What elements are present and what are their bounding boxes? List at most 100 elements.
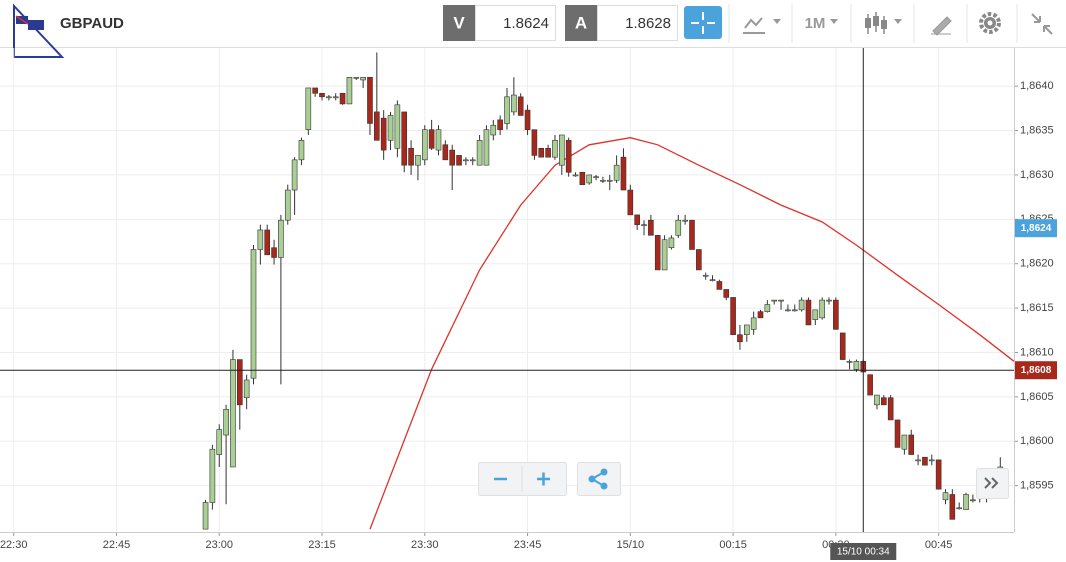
candle bbox=[894, 419, 901, 448]
share-button[interactable] bbox=[588, 468, 608, 490]
candle-body bbox=[374, 111, 380, 141]
candle-body bbox=[613, 164, 620, 181]
timeframe[interactable]: 1M bbox=[805, 15, 826, 32]
candle bbox=[798, 297, 805, 312]
candle bbox=[463, 157, 469, 166]
candle-body bbox=[648, 219, 654, 236]
candle-body bbox=[250, 249, 257, 379]
candle bbox=[785, 304, 791, 312]
candle bbox=[360, 76, 366, 88]
ask-price: 1.8628 bbox=[625, 15, 671, 32]
candle bbox=[524, 104, 531, 135]
candle-body bbox=[764, 304, 771, 312]
candle-body bbox=[209, 448, 216, 503]
candle-body bbox=[483, 129, 490, 166]
chart-type-button[interactable] bbox=[743, 17, 781, 34]
candle-body bbox=[264, 229, 271, 256]
bid-box[interactable] bbox=[475, 5, 556, 41]
candle-body bbox=[970, 499, 976, 502]
candle bbox=[716, 279, 723, 290]
candle-body bbox=[887, 397, 894, 421]
zoom-in[interactable] bbox=[537, 472, 550, 486]
candle bbox=[517, 93, 524, 116]
candle bbox=[812, 309, 819, 325]
candle bbox=[696, 249, 702, 271]
candle-style-button[interactable] bbox=[865, 12, 902, 34]
candle-body bbox=[380, 117, 387, 151]
candle-body bbox=[798, 299, 805, 311]
collapse-button[interactable] bbox=[1031, 13, 1053, 35]
candle-body bbox=[476, 140, 483, 166]
candle bbox=[634, 214, 640, 230]
y-tick-label: 1,8630 bbox=[1020, 169, 1054, 181]
candle bbox=[374, 52, 380, 141]
y-tick-label: 1,8615 bbox=[1020, 302, 1054, 314]
scroll-right-button[interactable] bbox=[976, 468, 1009, 499]
y-tick-label: 1,8635 bbox=[1020, 124, 1054, 136]
candle-body bbox=[346, 76, 353, 105]
candle-body bbox=[586, 174, 593, 184]
candle bbox=[490, 119, 497, 141]
candle bbox=[743, 324, 750, 342]
candle bbox=[552, 134, 558, 160]
candle-body bbox=[394, 104, 401, 149]
candle-body bbox=[771, 299, 778, 302]
candle-body bbox=[435, 129, 442, 151]
candle bbox=[531, 129, 538, 160]
candle-body bbox=[867, 374, 873, 396]
candle bbox=[593, 174, 599, 181]
candle bbox=[942, 489, 949, 505]
candle-body bbox=[600, 179, 606, 182]
candle-body bbox=[401, 111, 408, 166]
candle-body bbox=[517, 96, 524, 116]
candle bbox=[236, 359, 243, 430]
candle-body bbox=[716, 281, 723, 290]
candle-body bbox=[853, 361, 860, 370]
x-tick-label: 23:15 bbox=[308, 539, 336, 551]
candle bbox=[559, 134, 565, 175]
candle bbox=[223, 404, 229, 505]
draw-button[interactable] bbox=[931, 16, 952, 36]
crosshair-button[interactable] bbox=[684, 6, 722, 39]
candle bbox=[956, 502, 962, 510]
candle-body bbox=[524, 109, 531, 130]
symbol: GBPAUD bbox=[60, 15, 124, 32]
crosshair-tag bbox=[830, 543, 897, 560]
candle bbox=[600, 176, 606, 183]
candle bbox=[675, 214, 682, 238]
candle-body bbox=[785, 309, 791, 312]
candle-body bbox=[634, 214, 640, 225]
candle-body bbox=[696, 249, 702, 271]
candle-body bbox=[791, 309, 798, 312]
candle bbox=[730, 297, 736, 336]
candle-body bbox=[298, 140, 305, 161]
candle-body bbox=[284, 189, 291, 221]
candle bbox=[654, 234, 661, 271]
x-tick-label: 22:45 bbox=[103, 539, 131, 551]
candle bbox=[887, 395, 894, 421]
candle bbox=[737, 324, 743, 350]
y-tick-label: 1,8640 bbox=[1020, 80, 1054, 92]
candle-body bbox=[839, 332, 846, 360]
candle-body bbox=[846, 361, 853, 363]
ask-box[interactable] bbox=[597, 5, 678, 41]
candle-body bbox=[223, 408, 229, 436]
candle bbox=[538, 148, 545, 158]
candle bbox=[209, 444, 216, 510]
candle bbox=[606, 174, 613, 191]
settings-button[interactable] bbox=[979, 12, 1001, 34]
candle bbox=[565, 137, 572, 177]
candle bbox=[216, 424, 223, 467]
candle bbox=[839, 332, 846, 360]
candle bbox=[250, 245, 257, 385]
candle bbox=[380, 110, 387, 160]
candle-body bbox=[469, 159, 476, 162]
candle-body bbox=[559, 134, 565, 166]
y-tick-label: 1,8600 bbox=[1020, 435, 1054, 447]
candle bbox=[476, 134, 483, 166]
candle-body bbox=[202, 502, 209, 530]
candle-body bbox=[353, 76, 360, 79]
candle-body bbox=[579, 171, 586, 185]
